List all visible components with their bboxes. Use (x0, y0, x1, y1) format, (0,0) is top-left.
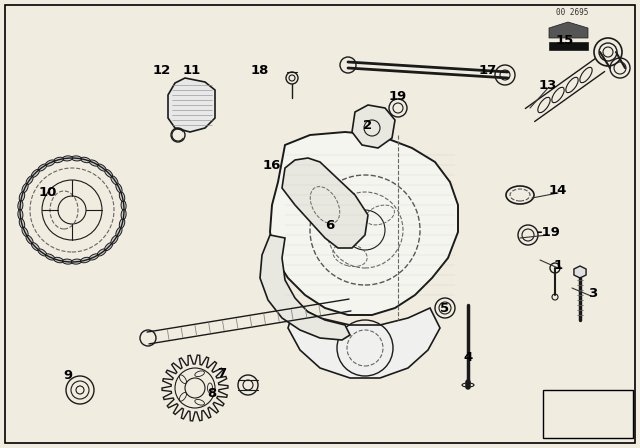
Ellipse shape (31, 169, 39, 177)
Ellipse shape (81, 257, 90, 263)
Ellipse shape (19, 219, 25, 228)
Ellipse shape (54, 157, 63, 163)
Ellipse shape (97, 249, 106, 256)
Ellipse shape (105, 169, 113, 177)
Ellipse shape (81, 157, 90, 163)
Text: 5: 5 (440, 302, 449, 314)
Ellipse shape (63, 156, 72, 161)
Polygon shape (549, 22, 588, 38)
Ellipse shape (119, 219, 125, 228)
Ellipse shape (18, 210, 23, 220)
Polygon shape (260, 235, 350, 340)
Text: 15: 15 (556, 34, 574, 47)
Text: 13: 13 (539, 78, 557, 91)
Ellipse shape (72, 156, 81, 161)
Text: 2: 2 (364, 119, 372, 132)
Ellipse shape (38, 164, 47, 171)
Text: 1: 1 (554, 258, 563, 271)
Ellipse shape (89, 160, 99, 166)
Ellipse shape (121, 201, 126, 211)
Ellipse shape (19, 192, 25, 202)
Polygon shape (288, 305, 440, 378)
Text: 19: 19 (389, 90, 407, 103)
Ellipse shape (116, 227, 122, 237)
Bar (549, 42, 588, 50)
Ellipse shape (72, 259, 81, 264)
Polygon shape (168, 78, 215, 132)
Text: 11: 11 (183, 64, 201, 77)
Bar (543, 390, 633, 438)
Polygon shape (282, 158, 368, 248)
Text: 18: 18 (251, 64, 269, 77)
Text: 10: 10 (39, 185, 57, 198)
Ellipse shape (89, 254, 99, 260)
Ellipse shape (26, 235, 33, 244)
Text: 00 2695: 00 2695 (556, 8, 588, 17)
Ellipse shape (111, 176, 118, 185)
Ellipse shape (105, 243, 113, 250)
Ellipse shape (26, 176, 33, 185)
Ellipse shape (22, 183, 28, 193)
Polygon shape (270, 132, 458, 315)
Text: 3: 3 (588, 287, 598, 300)
Ellipse shape (119, 192, 125, 202)
Text: 7: 7 (218, 366, 227, 379)
Text: 12: 12 (153, 64, 171, 77)
Ellipse shape (111, 235, 118, 244)
Polygon shape (352, 105, 395, 148)
Text: 9: 9 (63, 369, 72, 382)
Ellipse shape (97, 164, 106, 171)
Text: 17: 17 (479, 64, 497, 77)
Ellipse shape (22, 227, 28, 237)
Ellipse shape (38, 249, 47, 256)
Ellipse shape (45, 160, 55, 166)
Ellipse shape (31, 243, 39, 250)
Ellipse shape (18, 201, 23, 211)
Ellipse shape (63, 259, 72, 264)
Text: -19: -19 (536, 225, 560, 238)
Ellipse shape (45, 254, 55, 260)
Text: 6: 6 (325, 219, 335, 232)
Text: 4: 4 (463, 350, 472, 363)
Ellipse shape (116, 183, 122, 193)
Text: 16: 16 (263, 159, 281, 172)
Ellipse shape (121, 210, 126, 220)
Polygon shape (574, 266, 586, 278)
Text: 8: 8 (207, 387, 216, 400)
Ellipse shape (54, 257, 63, 263)
Text: 14: 14 (549, 184, 567, 197)
